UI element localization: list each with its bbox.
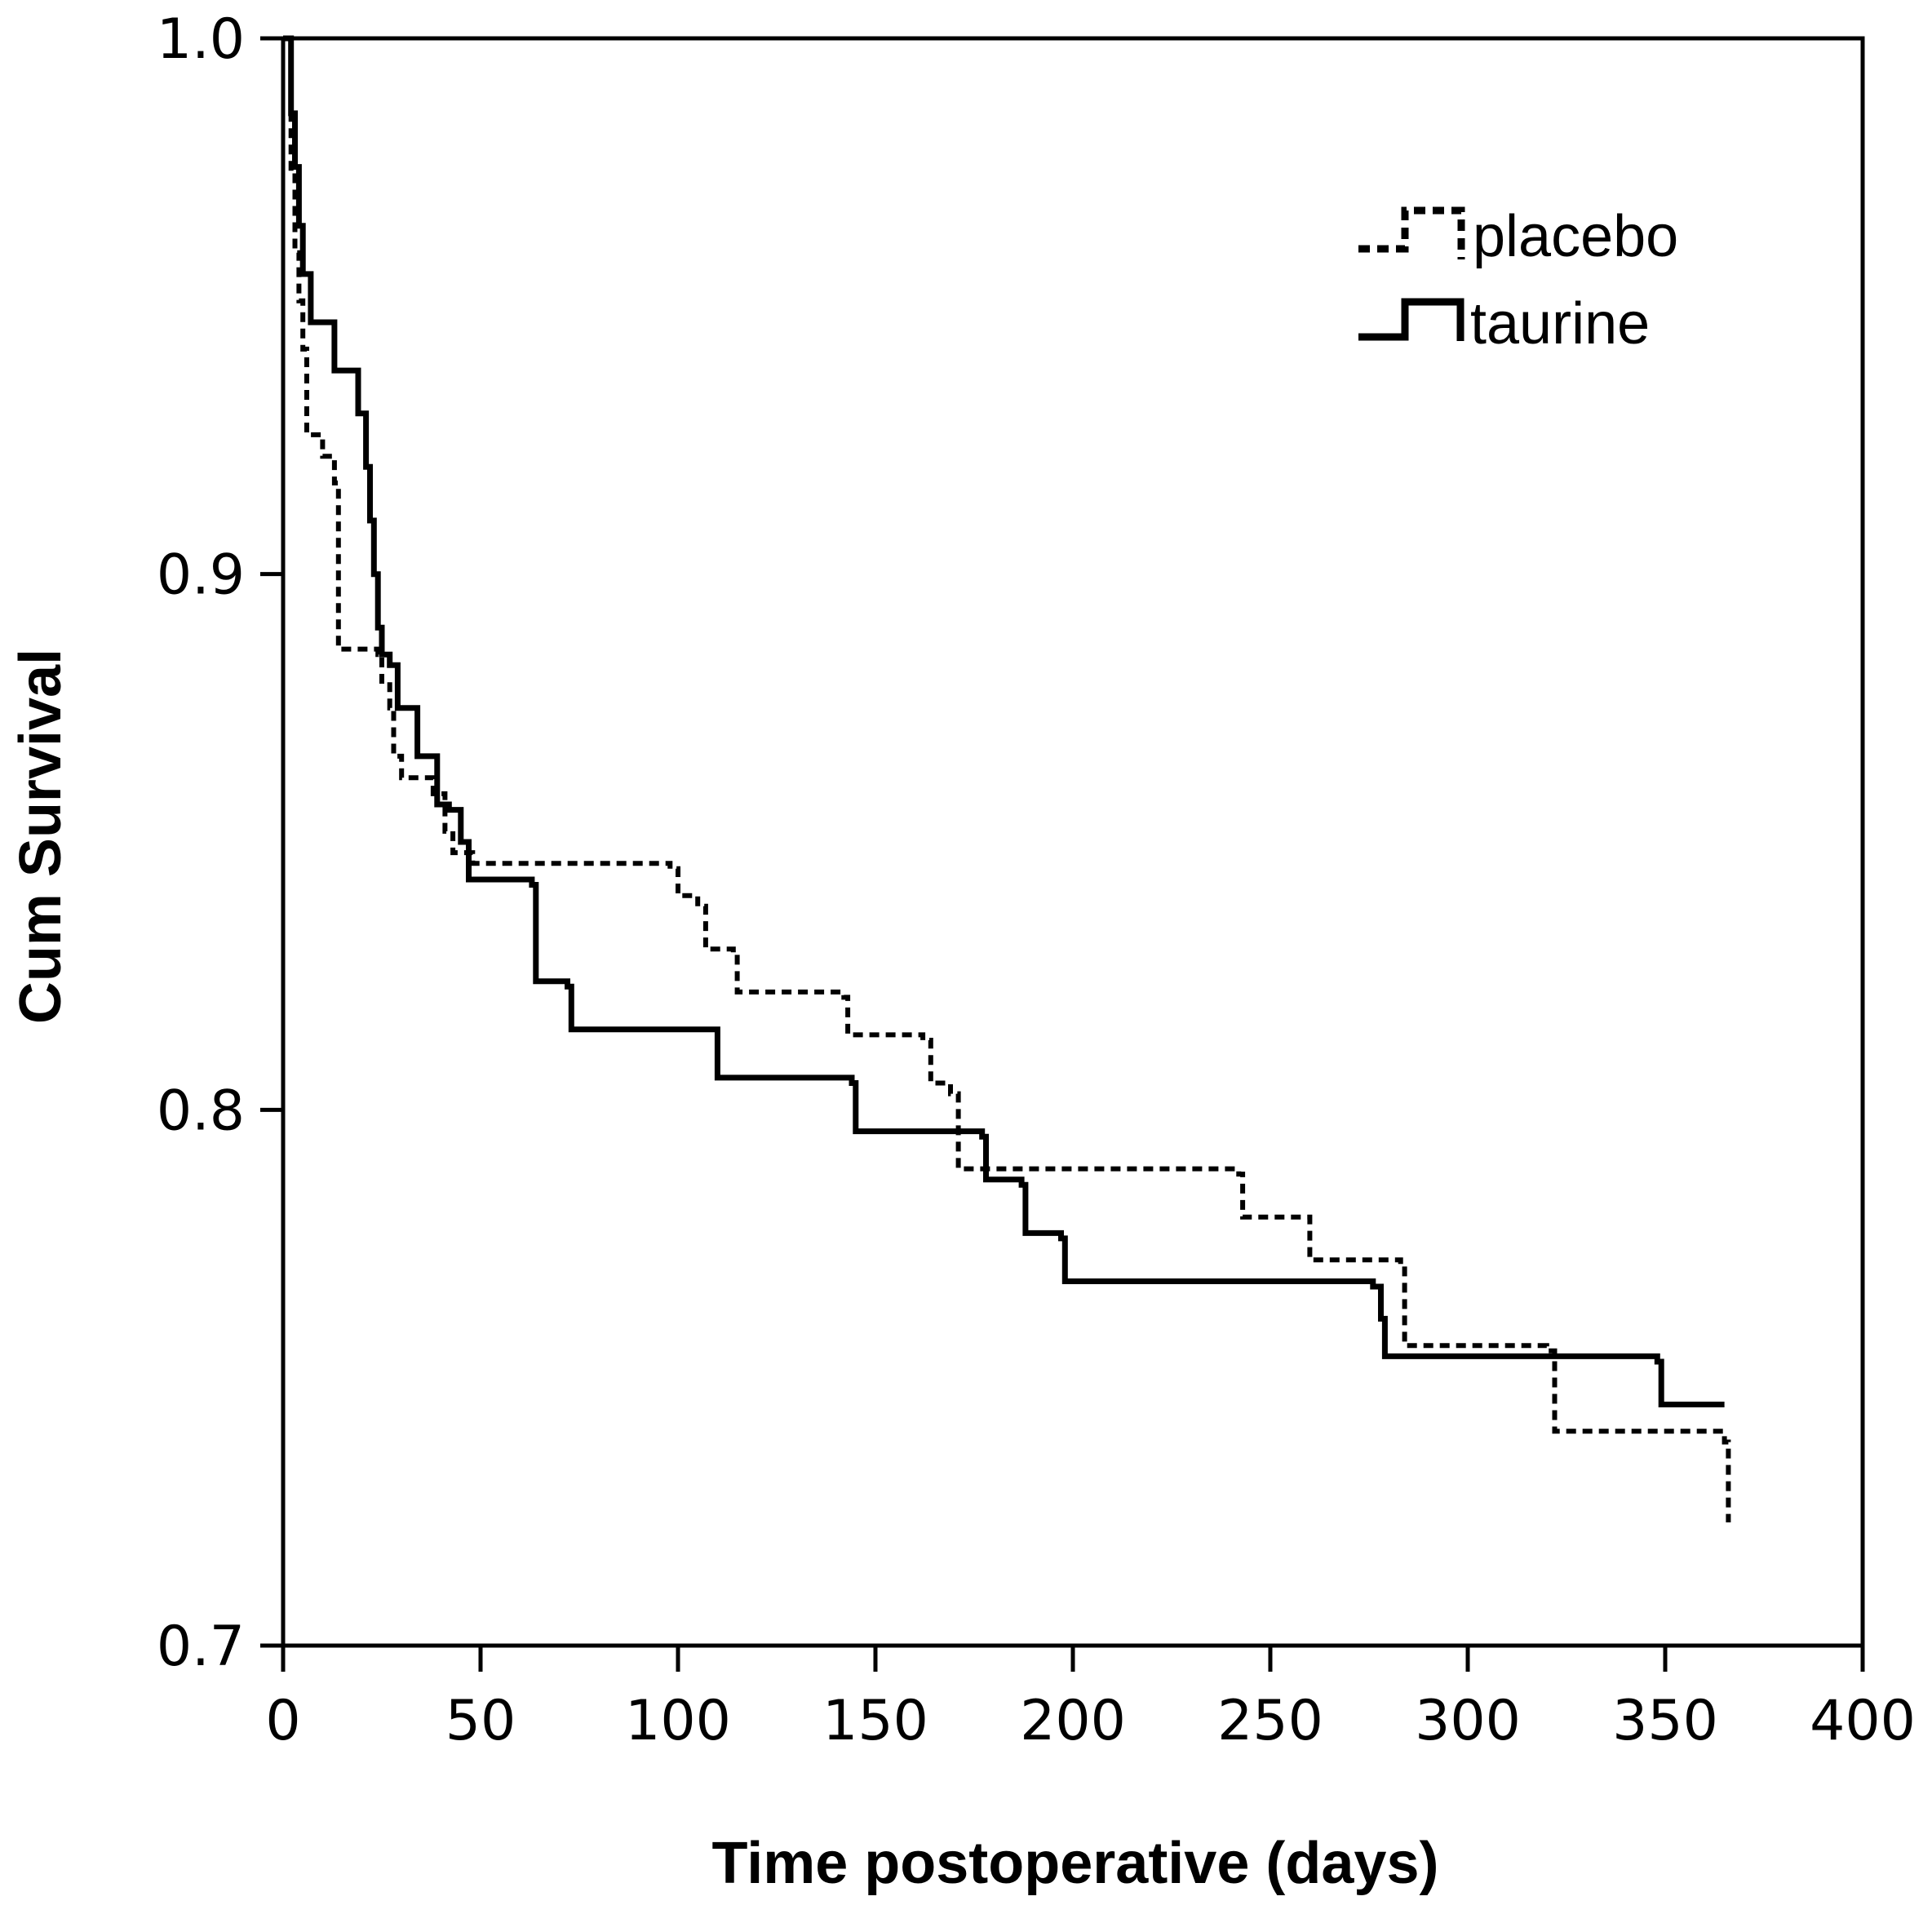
- legend-taurine-sample: [1358, 298, 1465, 341]
- y-tick-label: 0.8: [157, 1079, 245, 1143]
- x-tick-label: 400: [1810, 1689, 1916, 1753]
- plot-frame: [281, 36, 1865, 1648]
- x-tick-label: 0: [265, 1689, 300, 1753]
- y-axis-title: Cum Survival: [8, 649, 73, 1024]
- legend: placebo taurine: [1358, 204, 1678, 357]
- x-axis-title: Time postoperative (days): [712, 1831, 1439, 1896]
- x-tick-label: 350: [1612, 1689, 1718, 1753]
- legend-placebo-sample: [1358, 206, 1465, 259]
- y-tick-label: 0.9: [157, 543, 245, 608]
- x-tick-label: 200: [1020, 1689, 1126, 1753]
- x-tick-label: 300: [1415, 1689, 1521, 1753]
- x-tick-label: 250: [1217, 1689, 1323, 1753]
- y-tick-label: 1.0: [157, 7, 245, 72]
- ticks-layer: 0 50 100 150 200 250 300 350 400 0.7 0.8 0.9 1.0: [157, 7, 1916, 1753]
- x-tick-label: 50: [445, 1689, 516, 1753]
- legend-placebo-label: placebo: [1473, 204, 1678, 269]
- axes-layer: [281, 36, 1865, 1648]
- legend-taurine-label: taurine: [1470, 291, 1650, 357]
- series-layer: [283, 35, 1731, 1522]
- taurine-curve: [283, 35, 1725, 1407]
- placebo-curve: [283, 36, 1731, 1522]
- x-tick-label: 150: [822, 1689, 928, 1753]
- x-tick-label: 100: [625, 1689, 731, 1753]
- y-tick-label: 0.7: [157, 1615, 245, 1679]
